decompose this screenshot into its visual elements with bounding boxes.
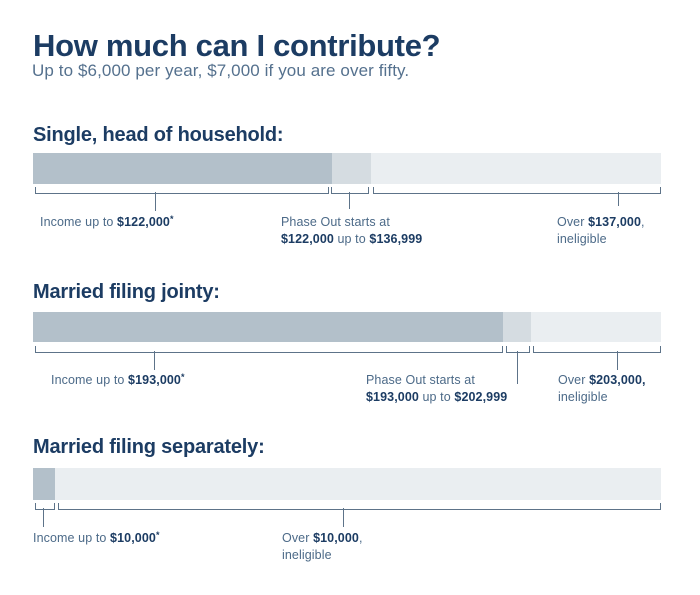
bracket-full-contribution bbox=[35, 187, 329, 194]
callout-text: , bbox=[358, 531, 363, 545]
bracket-ineligible bbox=[58, 503, 661, 510]
callout-text: Phase Out starts at bbox=[281, 215, 390, 229]
callout-amount: $203,000, bbox=[589, 373, 646, 387]
callout-tick bbox=[343, 508, 344, 527]
income-range-bar bbox=[33, 153, 661, 184]
callout-tick bbox=[617, 351, 618, 370]
callout-tick bbox=[154, 351, 155, 370]
callout-text: Over bbox=[558, 373, 590, 387]
callout-text: up to bbox=[333, 232, 370, 246]
callout-text: Income up to bbox=[51, 373, 129, 387]
income-range-bar bbox=[33, 312, 661, 342]
bar-segment-ineligible bbox=[55, 468, 661, 500]
callout-amount: $193,000 bbox=[366, 390, 419, 404]
bar-segment-full-contribution bbox=[33, 468, 55, 500]
callout-text: Phase Out starts at bbox=[366, 373, 475, 387]
bracket-ineligible bbox=[533, 346, 661, 353]
callout-amount: $10,000 bbox=[313, 531, 359, 545]
callout-phase-out: Phase Out starts at $193,000 up to $202,… bbox=[366, 372, 507, 406]
callout-income-limit: Income up to $10,000* bbox=[33, 530, 160, 548]
section-heading: Married filing jointy: bbox=[33, 281, 220, 303]
callout-amount: $202,999 bbox=[454, 390, 508, 404]
section-heading: Married filing separately: bbox=[33, 436, 265, 458]
callout-tick bbox=[618, 192, 619, 206]
callout-ineligible: Over $203,000, ineligible bbox=[558, 372, 646, 406]
callout-tick bbox=[155, 192, 156, 211]
callout-text: up to bbox=[418, 390, 455, 404]
bracket-full-contribution bbox=[35, 503, 55, 510]
callout-amount: $10,000 bbox=[110, 531, 156, 545]
section-single-head-of-household: Single, head of household: Income up to … bbox=[33, 0, 661, 595]
footnote-asterisk: * bbox=[180, 372, 185, 382]
callout-ineligible: Over $137,000, ineligible bbox=[557, 214, 645, 248]
callout-amount: $122,000 bbox=[281, 232, 334, 246]
section-married-filing-jointly: Married filing jointy: Income up to $193… bbox=[33, 0, 661, 595]
callout-amount: $122,000 bbox=[117, 215, 170, 229]
bracket-full-contribution bbox=[35, 346, 503, 353]
callout-text: ineligible bbox=[557, 232, 607, 246]
bar-segment-phase-out bbox=[332, 153, 371, 184]
callout-text: Income up to bbox=[40, 215, 118, 229]
income-range-bar bbox=[33, 468, 661, 500]
section-married-filing-separately: Married filing separately: Income up to … bbox=[33, 0, 661, 595]
footnote-asterisk: * bbox=[169, 214, 174, 224]
bracket-phase-out bbox=[506, 346, 530, 353]
callout-ineligible: Over $10,000, ineligible bbox=[282, 530, 363, 564]
callout-tick bbox=[517, 351, 518, 384]
callout-text: ineligible bbox=[282, 548, 332, 562]
bar-segment-phase-out bbox=[503, 312, 531, 342]
callout-amount: $137,000 bbox=[588, 215, 641, 229]
callout-text: Over bbox=[282, 531, 314, 545]
callout-text: Over bbox=[557, 215, 589, 229]
bar-segment-ineligible bbox=[531, 312, 661, 342]
bracket-ineligible bbox=[373, 187, 661, 194]
callout-tick bbox=[43, 508, 44, 527]
callout-amount: $136,999 bbox=[369, 232, 423, 246]
callout-text: ineligible bbox=[558, 390, 608, 404]
callout-income-limit: Income up to $122,000* bbox=[40, 214, 174, 232]
callout-income-limit: Income up to $193,000* bbox=[51, 372, 185, 390]
callout-text: Income up to bbox=[33, 531, 111, 545]
callout-amount: $193,000 bbox=[128, 373, 181, 387]
page-title: How much can I contribute? bbox=[33, 28, 441, 63]
bar-segment-full-contribution bbox=[33, 312, 503, 342]
page-subtitle: Up to $6,000 per year, $7,000 if you are… bbox=[32, 61, 410, 80]
bracket-phase-out bbox=[331, 187, 369, 194]
callout-phase-out: Phase Out starts at $122,000 up to $136,… bbox=[281, 214, 422, 248]
bar-segment-ineligible bbox=[371, 153, 661, 184]
callout-text: , bbox=[641, 215, 645, 229]
callout-tick bbox=[349, 192, 350, 209]
bar-segment-full-contribution bbox=[33, 153, 332, 184]
section-heading: Single, head of household: bbox=[33, 124, 284, 146]
footnote-asterisk: * bbox=[155, 530, 160, 540]
